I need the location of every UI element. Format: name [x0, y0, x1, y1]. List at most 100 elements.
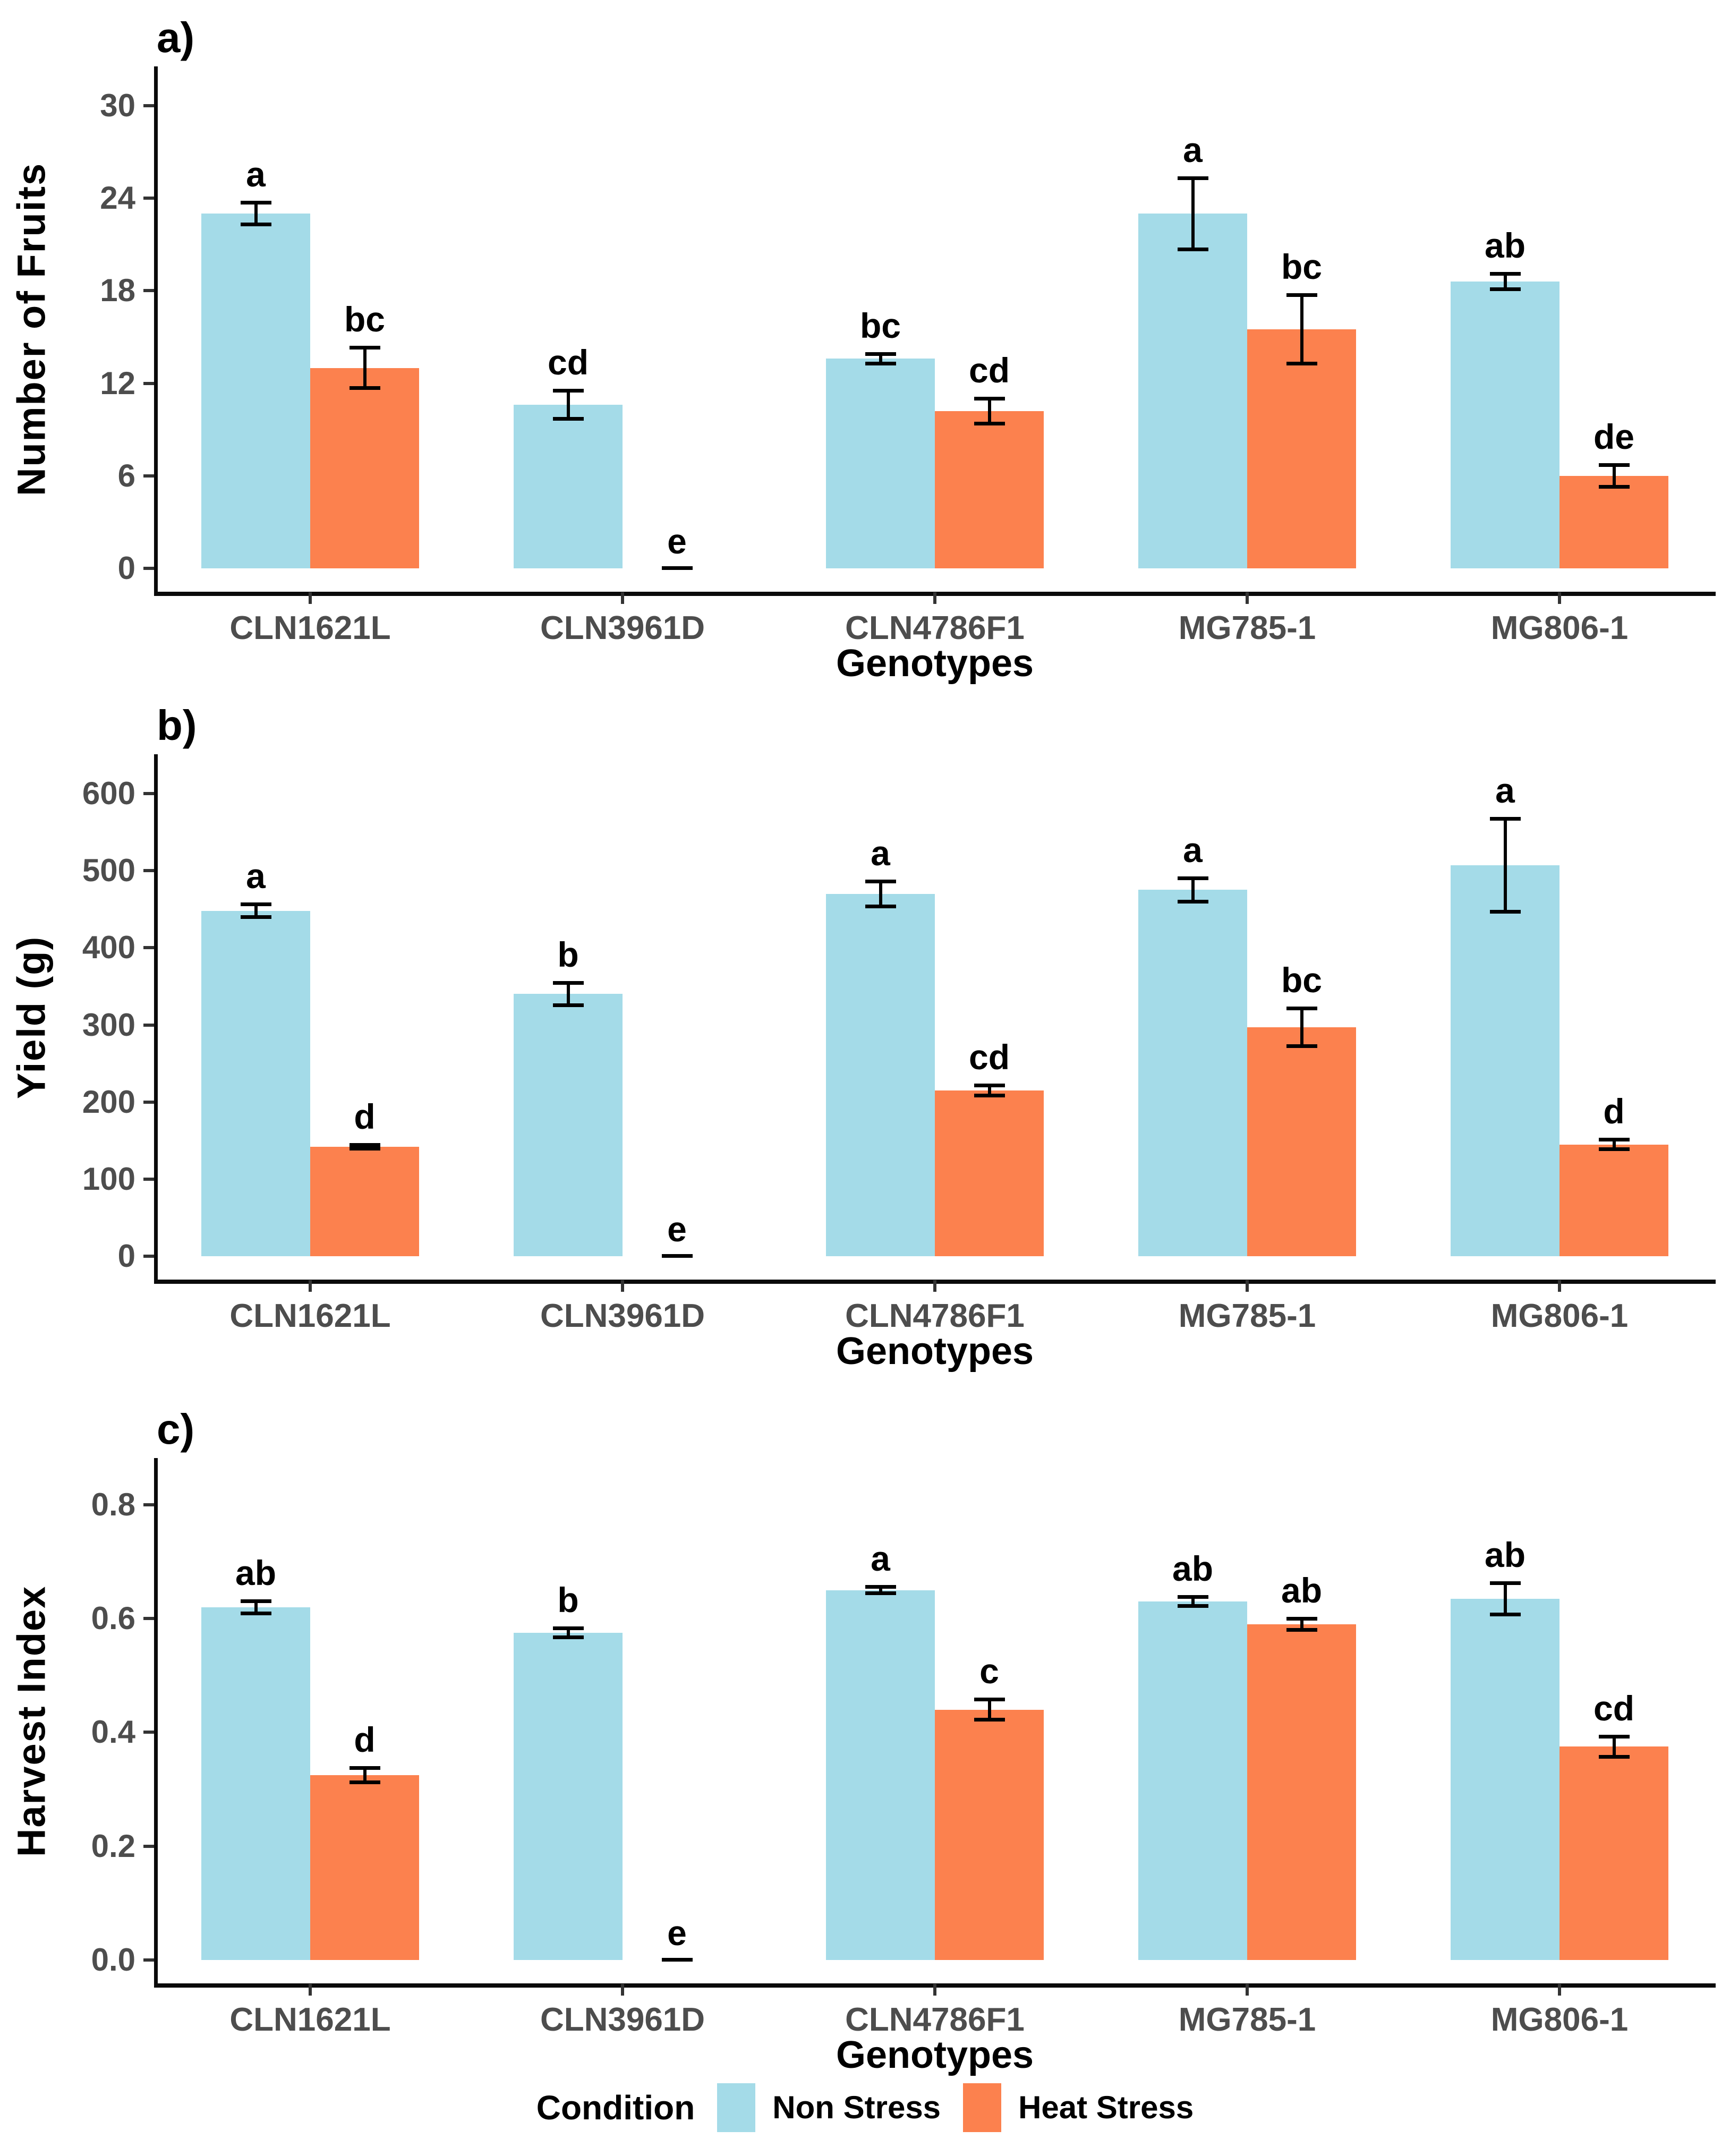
- x-tick-mark: [621, 1984, 624, 1996]
- y-tick-label: 600: [82, 776, 135, 812]
- y-tick-label: 100: [82, 1161, 135, 1197]
- y-tick-label: 500: [82, 853, 135, 889]
- heat-stress-swatch: [963, 2083, 1002, 2132]
- x-tick-mark: [309, 1984, 312, 1996]
- bar-heat-stress-mg785-1: [1247, 1027, 1356, 1256]
- x-tick-mark: [1246, 1984, 1249, 1996]
- bar-heat-stress-mg806-1: [1559, 1746, 1668, 1960]
- bar-non-stress-cln4786f1: [826, 1590, 935, 1960]
- error-bar-cap-bottom-non-stress-mg806-1: [1489, 1612, 1521, 1616]
- y-tick-mark: [143, 1255, 154, 1258]
- zero-bar-mark-heat-stress-cln3961d: [661, 566, 693, 570]
- x-category-label: MG785-1: [1178, 2001, 1316, 2038]
- significance-letter-non-stress-cln3961d: b: [557, 935, 579, 975]
- y-tick-mark: [143, 1503, 154, 1506]
- significance-letter-non-stress-mg785-1: ab: [1172, 1549, 1214, 1589]
- bar-heat-stress-mg806-1: [1559, 475, 1668, 568]
- significance-letter-heat-stress-mg785-1: bc: [1281, 960, 1323, 1000]
- error-bar-line-heat-stress-cln4786f1: [987, 1084, 991, 1097]
- y-tick-mark: [143, 197, 154, 200]
- x-tick-mark: [1558, 1984, 1561, 1996]
- x-tick-mark: [1558, 592, 1561, 604]
- error-bar-cap-top-heat-stress-cln4786f1: [974, 1084, 1005, 1088]
- y-tick-mark: [143, 567, 154, 570]
- bar-non-stress-cln1621l: [201, 1607, 310, 1960]
- y-tick-mark: [143, 381, 154, 385]
- error-bar-line-heat-stress-cln1621l: [363, 346, 367, 390]
- error-bar-cap-top-heat-stress-mg785-1: [1286, 293, 1317, 297]
- bar-non-stress-mg806-1: [1451, 1598, 1559, 1960]
- bar-non-stress-cln3961d: [514, 994, 623, 1256]
- x-category-label: CLN3961D: [540, 1298, 705, 1334]
- legend: Condition Non Stress Heat Stress: [0, 2069, 1730, 2146]
- bar-heat-stress-cln1621l: [310, 368, 419, 568]
- error-bar-cap-top-non-stress-mg806-1: [1489, 271, 1521, 276]
- panel-a-x-axis-title: Genotypes: [836, 642, 1034, 685]
- error-bar-cap-bottom-non-stress-cln1621l: [240, 223, 271, 227]
- error-bar-cap-bottom-non-stress-mg785-1: [1177, 1604, 1208, 1608]
- error-bar-cap-top-non-stress-cln1621l: [240, 902, 271, 907]
- error-bar-line-heat-stress-mg806-1: [1612, 1138, 1616, 1151]
- error-bar-line-non-stress-mg806-1: [1503, 1581, 1507, 1616]
- error-bar-cap-bottom-non-stress-cln3961d: [552, 417, 584, 421]
- error-bar-cap-bottom-heat-stress-cln1621l: [349, 1146, 380, 1151]
- significance-letter-heat-stress-cln4786f1: cd: [968, 1037, 1010, 1077]
- y-axis-line: [154, 754, 158, 1280]
- x-category-label: MG785-1: [1178, 1298, 1316, 1334]
- x-category-label: CLN4786F1: [845, 2001, 1025, 2038]
- x-category-label: CLN4786F1: [845, 1298, 1025, 1334]
- non-stress-label: Non Stress: [772, 2090, 941, 2125]
- error-bar-cap-top-heat-stress-cln4786f1: [974, 396, 1005, 400]
- x-tick-mark: [309, 592, 312, 604]
- error-bar-cap-top-heat-stress-mg785-1: [1286, 1007, 1317, 1011]
- y-tick-label: 24: [100, 180, 135, 216]
- significance-letter-heat-stress-cln1621l: bc: [344, 299, 386, 339]
- bar-non-stress-cln1621l: [201, 910, 310, 1256]
- y-tick-label: 0.0: [91, 1942, 135, 1978]
- legend-item-non-stress: Non Stress: [717, 2083, 941, 2132]
- error-bar-cap-top-heat-stress-cln4786f1: [974, 1698, 1005, 1702]
- y-tick-label: 400: [82, 930, 135, 966]
- x-category-label: CLN1621L: [229, 1298, 391, 1334]
- bar-heat-stress-cln4786f1: [935, 1709, 1044, 1960]
- error-bar-cap-top-non-stress-mg785-1: [1177, 176, 1208, 180]
- y-tick-mark: [143, 1100, 154, 1104]
- error-bar-line-non-stress-cln3961d: [566, 982, 570, 1007]
- y-tick-label: 18: [100, 272, 135, 309]
- significance-letter-non-stress-mg785-1: a: [1183, 130, 1203, 169]
- error-bar-cap-bottom-heat-stress-cln4786f1: [974, 1718, 1005, 1722]
- error-bar-cap-top-non-stress-cln3961d: [552, 389, 584, 393]
- bar-heat-stress-mg785-1: [1247, 1624, 1356, 1960]
- error-bar-line-non-stress-cln1621l: [254, 903, 258, 919]
- error-bar-cap-top-heat-stress-cln1621l: [349, 1143, 380, 1147]
- legend-title: Condition: [536, 2088, 695, 2127]
- error-bar-cap-top-non-stress-cln4786f1: [865, 879, 896, 883]
- error-bar-line-non-stress-mg785-1: [1191, 176, 1195, 251]
- y-tick-mark: [143, 869, 154, 873]
- error-bar-cap-top-heat-stress-mg806-1: [1598, 1137, 1630, 1141]
- x-category-label: MG785-1: [1178, 610, 1316, 646]
- significance-letter-non-stress-cln1621l: a: [246, 856, 266, 896]
- significance-letter-non-stress-cln4786f1: a: [871, 1539, 890, 1578]
- error-bar-cap-bottom-heat-stress-mg806-1: [1598, 485, 1630, 489]
- error-bar-line-non-stress-mg785-1: [1191, 876, 1195, 904]
- error-bar-cap-bottom-heat-stress-mg806-1: [1598, 1147, 1630, 1152]
- x-tick-mark: [933, 1280, 936, 1292]
- error-bar-cap-top-non-stress-cln4786f1: [865, 352, 896, 356]
- significance-letter-non-stress-cln4786f1: a: [871, 833, 890, 873]
- x-category-label: CLN1621L: [229, 2001, 391, 2038]
- significance-letter-non-stress-cln4786f1: bc: [859, 305, 901, 345]
- error-bar-cap-top-non-stress-mg806-1: [1489, 817, 1521, 821]
- error-bar-line-non-stress-cln1621l: [254, 201, 258, 226]
- error-bar-cap-bottom-non-stress-mg785-1: [1177, 247, 1208, 251]
- error-bar-cap-top-non-stress-cln4786f1: [865, 1585, 896, 1589]
- error-bar-cap-bottom-heat-stress-mg785-1: [1286, 361, 1317, 365]
- x-tick-mark: [621, 592, 624, 604]
- significance-letter-non-stress-mg806-1: ab: [1484, 225, 1526, 265]
- x-category-label: CLN3961D: [540, 610, 705, 646]
- error-bar-cap-bottom-heat-stress-cln1621l: [349, 386, 380, 390]
- error-bar-cap-bottom-non-stress-cln1621l: [240, 1611, 271, 1615]
- non-stress-swatch: [717, 2083, 756, 2132]
- panel-a-y-axis-title: Number of Fruits: [9, 162, 54, 497]
